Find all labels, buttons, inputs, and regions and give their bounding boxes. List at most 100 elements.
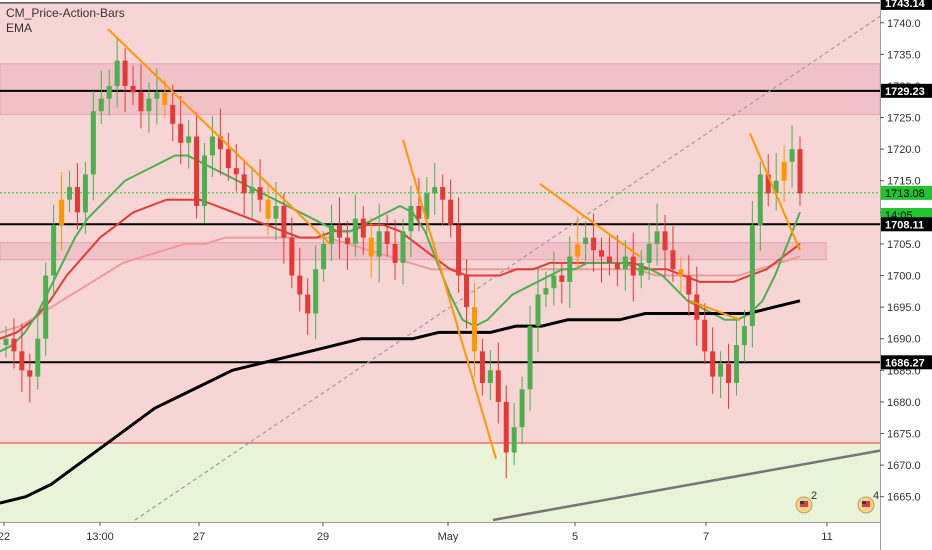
candle-body[interactable] — [670, 250, 676, 270]
candle-body[interactable] — [519, 389, 525, 428]
candle-body[interactable] — [392, 243, 398, 263]
flag-event-icon[interactable]: 4 — [857, 490, 879, 514]
candle-body[interactable] — [797, 149, 803, 194]
candle-body[interactable] — [606, 256, 612, 263]
candle-body[interactable] — [138, 92, 144, 112]
candle-body[interactable] — [424, 193, 430, 219]
candle-body[interactable] — [146, 98, 152, 112]
candle-body[interactable] — [741, 326, 747, 346]
candle-body[interactable] — [376, 231, 382, 257]
candle-body[interactable] — [178, 123, 184, 143]
candle-body[interactable] — [599, 250, 604, 257]
candle-body[interactable] — [773, 180, 779, 194]
candle-body[interactable] — [273, 206, 279, 219]
candle-body[interactable] — [408, 206, 414, 232]
candle-body[interactable] — [662, 231, 668, 251]
candle-body[interactable] — [241, 174, 247, 194]
candle-body[interactable] — [400, 231, 406, 263]
candle-body[interactable] — [384, 231, 390, 244]
candle-body[interactable] — [162, 92, 168, 105]
candle-body[interactable] — [614, 262, 620, 270]
candle-body[interactable] — [511, 427, 517, 453]
candle-body[interactable] — [432, 187, 438, 194]
candle-body[interactable] — [765, 174, 771, 194]
candle-body[interactable] — [464, 275, 470, 308]
candle-body[interactable] — [733, 345, 739, 383]
candle-body[interactable] — [154, 92, 160, 99]
candle-body[interactable] — [678, 269, 684, 276]
candle-body[interactable] — [551, 275, 557, 289]
candle-body[interactable] — [591, 237, 597, 251]
candle-body[interactable] — [19, 351, 25, 371]
candle-body[interactable] — [416, 206, 422, 219]
candle-body[interactable] — [789, 149, 795, 162]
candle-body[interactable] — [781, 161, 787, 181]
price-axis[interactable]: 1665.01670.01675.01680.01685.01690.01695… — [880, 0, 932, 550]
candle-body[interactable] — [360, 218, 366, 238]
candle-body[interactable] — [329, 224, 335, 244]
candle-body[interactable] — [583, 237, 589, 244]
price-tag-line[interactable] — [881, 355, 932, 370]
candle-body[interactable] — [170, 104, 176, 124]
candle-body[interactable] — [686, 275, 692, 295]
candle-body[interactable] — [487, 370, 493, 383]
price-tag-current[interactable] — [881, 185, 932, 200]
candle-body[interactable] — [67, 187, 73, 200]
candle-body[interactable] — [202, 155, 207, 207]
candle-body[interactable] — [368, 237, 374, 257]
candle-body[interactable] — [559, 275, 565, 282]
candle-body[interactable] — [726, 364, 732, 383]
candle-body[interactable] — [217, 136, 223, 150]
candle-body[interactable] — [448, 199, 454, 225]
orange-trendline[interactable] — [539, 183, 641, 258]
legend-indicator-price-action[interactable]: CM_Price-Action-Bars — [6, 6, 125, 20]
candle-body[interactable] — [114, 60, 120, 86]
candle-body[interactable] — [702, 319, 708, 352]
candle-body[interactable] — [757, 174, 763, 225]
candle-body[interactable] — [122, 60, 128, 86]
candle-body[interactable] — [575, 243, 581, 257]
candle-body[interactable] — [535, 294, 541, 327]
candle-body[interactable] — [694, 294, 700, 320]
candle-body[interactable] — [90, 111, 96, 175]
candle-body[interactable] — [352, 218, 358, 244]
candle-body[interactable] — [344, 237, 350, 244]
support-trendline[interactable] — [492, 449, 881, 522]
candle-body[interactable] — [249, 187, 255, 194]
candle-body[interactable] — [51, 224, 57, 276]
price-tag-line[interactable] — [881, 217, 932, 232]
candle-body[interactable] — [456, 224, 462, 276]
candle-body[interactable] — [440, 187, 446, 200]
candle-body[interactable] — [98, 98, 104, 112]
candle-body[interactable] — [257, 187, 263, 200]
candle-body[interactable] — [495, 370, 501, 402]
candle-body[interactable] — [74, 187, 80, 213]
candle-body[interactable] — [638, 262, 644, 276]
candle-body[interactable] — [281, 206, 287, 238]
candle-body[interactable] — [209, 136, 215, 156]
flag-event-icon[interactable]: 2 — [795, 490, 817, 514]
candle-body[interactable] — [710, 351, 716, 377]
candle-body[interactable] — [336, 224, 342, 238]
candle-body[interactable] — [543, 288, 549, 295]
orange-trendline[interactable] — [402, 139, 497, 460]
candle-body[interactable] — [3, 338, 9, 346]
candle-body[interactable] — [297, 275, 303, 295]
candle-body[interactable] — [186, 136, 192, 143]
candle-body[interactable] — [567, 256, 573, 282]
candle-body[interactable] — [503, 401, 509, 453]
candle-body[interactable] — [289, 237, 295, 276]
orange-trendline[interactable] — [749, 132, 801, 251]
candle-body[interactable] — [106, 85, 112, 99]
candle-body[interactable] — [130, 85, 136, 93]
candle-body[interactable] — [35, 338, 41, 377]
candle-body[interactable] — [321, 243, 327, 270]
legend-indicator-ema[interactable]: EMA — [6, 21, 33, 35]
candle-body[interactable] — [27, 370, 33, 377]
candle-body[interactable] — [59, 199, 65, 225]
price-tag-line[interactable] — [881, 0, 932, 10]
candle-body[interactable] — [43, 275, 49, 339]
candle-body[interactable] — [646, 243, 652, 263]
